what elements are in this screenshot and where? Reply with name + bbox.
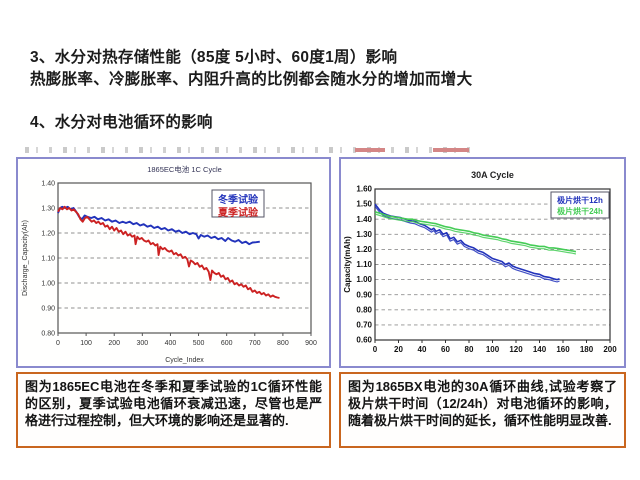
y-tick-label: 1.20 <box>356 245 372 254</box>
x-tick-label: 800 <box>277 340 289 347</box>
y-tick-label: 0.80 <box>41 331 55 338</box>
y-tick-label: 1.30 <box>41 206 55 213</box>
chart-title: 30A Cycle <box>471 170 514 180</box>
x-tick-label: 160 <box>556 345 570 354</box>
x-tick-label: 180 <box>580 345 594 354</box>
heading-3-title: 3、水分对热存储性能（85度 5小时、60度1周）影响 <box>30 49 398 66</box>
series-line <box>374 210 577 253</box>
x-tick-label: 500 <box>193 340 205 347</box>
heading-3-subtext: 热膨胀率、冷膨胀率、内阻升高的比例都会随水分的增加而增大 <box>30 71 473 88</box>
y-tick-label: 1.00 <box>356 275 372 284</box>
series-line-trace2 <box>374 213 577 255</box>
x-tick-label: 900 <box>305 340 317 347</box>
y-tick-label: 0.90 <box>356 290 372 299</box>
x-tick-label: 120 <box>509 345 523 354</box>
x-tick-label: 40 <box>418 345 427 354</box>
legend-entry: 夏季试验 <box>217 206 259 219</box>
y-axis-label: Capacity(mAh) <box>343 236 352 293</box>
legend-entry: 冬季试验 <box>218 193 259 206</box>
y-tick-label: 1.60 <box>356 185 372 194</box>
left-chart-panel: 1865EC电池 1C Cycle 0.80 0.90 1.00 1.10 1.20 1.3… <box>16 157 331 368</box>
x-tick-label: 80 <box>465 345 474 354</box>
x-tick-label: 200 <box>603 345 617 354</box>
chart-title: 1865EC电池 1C Cycle <box>147 164 222 174</box>
y-tick-label: 1.40 <box>356 215 372 224</box>
y-tick-label: 0.70 <box>356 321 372 330</box>
y-tick-label: 1.40 <box>41 181 55 188</box>
y-tick-label: 1.20 <box>41 231 55 238</box>
x-tick-label: 140 <box>533 345 547 354</box>
right-chart-panel: 30A Cycle 0.60 0.70 0.80 0.90 1.00 1.10 1.20 1.3… <box>339 157 626 368</box>
x-tick-label: 600 <box>221 340 233 347</box>
series-line <box>57 205 260 246</box>
legend-entry: 极片烘干24h <box>557 206 603 216</box>
y-tick-label: 1.30 <box>356 230 372 239</box>
cropped-text-red-fragment <box>355 148 385 152</box>
y-axis-label: Discharge_Capacity(Ah) <box>22 220 29 296</box>
cropped-text-red-fragment <box>433 148 469 152</box>
x-tick-label: 20 <box>394 345 403 354</box>
x-axis-label: Cycle_Index <box>165 357 204 364</box>
y-tick-label: 1.10 <box>356 260 372 269</box>
x-tick-label: 700 <box>249 340 261 347</box>
x-tick-label: 400 <box>165 340 177 347</box>
y-tick-label: 0.60 <box>356 336 372 345</box>
series-line <box>57 205 280 299</box>
left-chart-caption: 图为1865EC电池在冬季和夏季试验的1C循环性能的区别，夏季试验电池循环衰减迅… <box>16 372 331 448</box>
cropped-text-line <box>25 147 477 153</box>
series-line <box>374 203 560 281</box>
legend-entry: 极片烘干12h <box>557 195 603 205</box>
y-tick-label: 0.90 <box>41 306 55 313</box>
right-chart-30a-cycle: 30A Cycle 0.60 0.70 0.80 0.90 1.00 1.10 1.20 1.3… <box>343 170 617 354</box>
y-tick-label: 1.00 <box>41 281 55 288</box>
y-tick-label: 1.10 <box>41 256 55 263</box>
x-tick-label: 60 <box>441 345 450 354</box>
heading-4-title: 4、水分对电池循环的影响 <box>30 114 213 131</box>
heading-section-3: 3、水分对热存储性能（85度 5小时、60度1周）影响 热膨胀率、冷膨胀率、内阻… <box>30 47 472 91</box>
x-tick-label: 100 <box>80 340 92 347</box>
x-tick-label: 300 <box>136 340 148 347</box>
x-tick-label: 0 <box>56 340 60 347</box>
y-tick-label: 1.50 <box>356 200 372 209</box>
left-chart-1c-cycle: 1865EC电池 1C Cycle 0.80 0.90 1.00 1.10 1.20 1.3… <box>22 164 317 364</box>
right-chart-caption: 图为1865BX电池的30A循环曲线,试验考察了极片烘干时间（12/24h）对电… <box>339 372 626 448</box>
x-tick-label: 100 <box>486 345 500 354</box>
heading-section-4: 4、水分对电池循环的影响 <box>30 112 213 134</box>
x-tick-label: 200 <box>108 340 120 347</box>
y-tick-label: 0.80 <box>356 305 372 314</box>
x-tick-label: 0 <box>373 345 378 354</box>
